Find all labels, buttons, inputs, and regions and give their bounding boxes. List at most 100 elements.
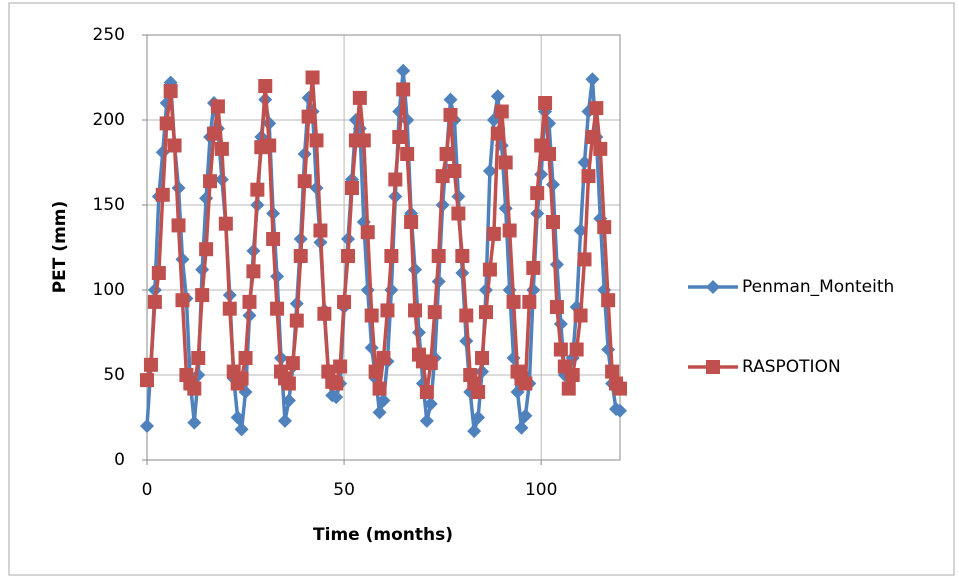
data-point [155, 187, 170, 202]
data-point [218, 216, 233, 231]
legend-label: RASPOTION [742, 357, 841, 377]
data-point [475, 351, 490, 365]
data-point [230, 410, 245, 425]
data-point [222, 301, 237, 316]
data-point [376, 351, 391, 365]
data-point [238, 351, 253, 365]
data-point [151, 266, 166, 280]
data-point [187, 415, 202, 430]
data-point [356, 133, 371, 148]
data-point [266, 232, 281, 246]
data-point [561, 381, 576, 396]
data-point [467, 424, 482, 439]
y-tick-label: 250 [93, 25, 125, 45]
data-point [396, 63, 411, 78]
data-point [317, 306, 332, 321]
data-point [482, 164, 497, 178]
data-point [277, 413, 292, 428]
data-point [490, 126, 505, 141]
data-point [542, 147, 557, 161]
data-point [478, 305, 493, 320]
data-point [482, 262, 497, 277]
data-point [502, 283, 517, 297]
data-point [372, 405, 387, 420]
x-axis-label: Time (months) [313, 525, 453, 545]
data-point [518, 408, 533, 423]
data-point [281, 376, 296, 391]
data-point [419, 385, 434, 399]
data-point [423, 396, 438, 411]
x-tick-label: 50 [333, 480, 355, 500]
data-point [494, 104, 509, 119]
data-point [471, 410, 486, 425]
data-point [502, 223, 517, 238]
data-point [293, 249, 308, 263]
data-point [589, 101, 604, 116]
data-point [392, 130, 407, 144]
data-point [333, 359, 348, 374]
data-point [443, 92, 458, 107]
data-point [175, 293, 190, 308]
data-point [289, 313, 304, 328]
data-point [140, 419, 154, 433]
data-point [214, 141, 229, 156]
data-point [581, 169, 596, 184]
data-point [140, 373, 154, 388]
data-point [285, 356, 300, 371]
data-point [443, 107, 458, 122]
x-tick-label: 100 [525, 480, 557, 500]
data-point [207, 126, 222, 141]
data-point [384, 249, 399, 263]
legend-label: Penman_Monteith [742, 277, 894, 297]
data-point [455, 249, 470, 263]
y-tick-label: 150 [93, 195, 125, 215]
data-point [431, 249, 446, 263]
data-point [341, 249, 356, 263]
data-point [305, 70, 320, 85]
data-point [419, 413, 434, 428]
data-point [593, 141, 608, 156]
data-point [427, 305, 442, 320]
data-point [210, 99, 225, 114]
data-point [565, 368, 580, 382]
data-point [234, 371, 249, 386]
data-point [262, 138, 277, 153]
data-point [380, 303, 395, 318]
data-point [522, 294, 537, 309]
data-point [447, 164, 462, 178]
data-point [203, 174, 218, 189]
y-tick-label: 200 [93, 110, 125, 130]
data-point [545, 215, 560, 229]
data-point [585, 130, 600, 144]
data-point [360, 225, 375, 240]
data-point [376, 393, 391, 408]
data-point [408, 303, 423, 318]
data-point [270, 301, 285, 316]
data-point [171, 218, 186, 233]
data-point [601, 293, 616, 308]
data-point [337, 294, 352, 309]
data-point [159, 116, 174, 131]
data-point [439, 147, 454, 161]
data-point [199, 242, 214, 257]
data-point [526, 260, 541, 275]
data-point [163, 84, 178, 99]
data-point [246, 264, 261, 279]
data-point [364, 308, 379, 323]
data-point [281, 393, 296, 408]
data-point [423, 356, 438, 371]
data-point [191, 351, 206, 365]
data-point [388, 172, 403, 187]
data-point [297, 174, 312, 189]
data-point [313, 223, 328, 238]
y-tick-label: 0 [114, 450, 125, 470]
y-axis-label: PET (mm) [50, 201, 70, 294]
data-point [258, 79, 273, 93]
data-point [605, 364, 620, 379]
data-point [329, 376, 344, 391]
data-point [573, 308, 588, 323]
data-point [143, 357, 158, 372]
data-point [187, 381, 202, 396]
data-point [435, 169, 450, 184]
